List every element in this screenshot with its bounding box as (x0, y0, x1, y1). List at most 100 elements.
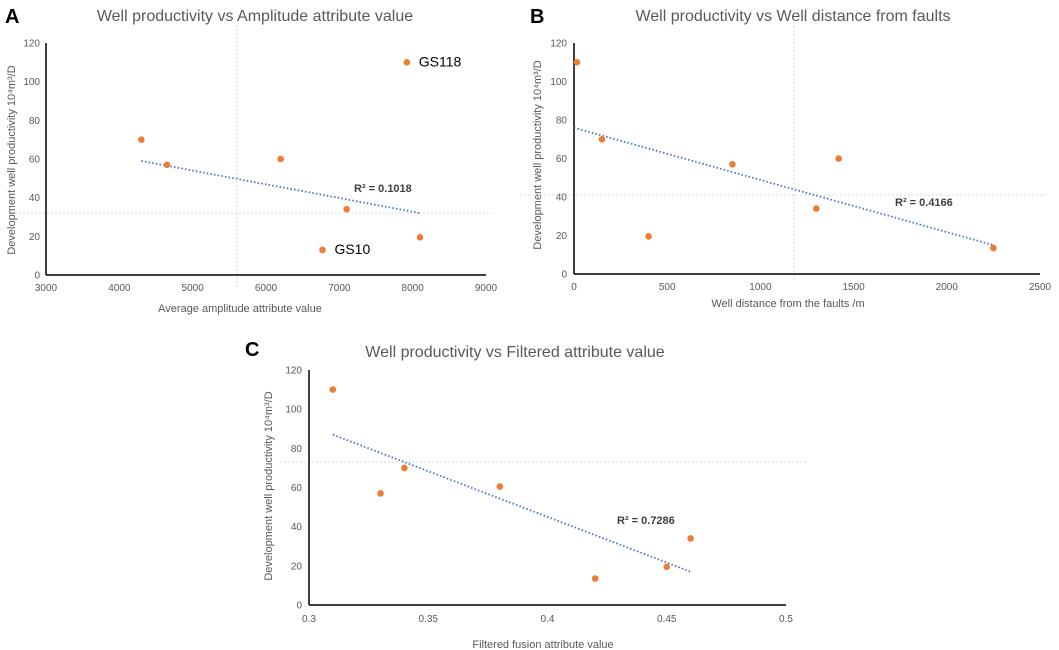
y-tick-label: 20 (291, 561, 303, 572)
data-point (343, 205, 350, 213)
data-point (416, 234, 424, 241)
y-ticks-c: 0 20 40 60 80 100 120 (285, 366, 302, 612)
x-tick-label: 2500 (1029, 282, 1052, 293)
y-tick-label: 100 (285, 405, 302, 416)
data-point (138, 136, 145, 143)
data-point (591, 575, 599, 582)
axes-c (308, 370, 786, 606)
x-tick-label: 0 (571, 282, 577, 293)
y-ticks-a: 0 20 40 60 80 100 120 (23, 39, 40, 282)
x-axis-title-c: Filtered fusion attribute value (472, 639, 613, 650)
r2-label-c: R² = 0.7286 (617, 515, 675, 527)
y-axis-title-c: Development well productivity 10⁴m³/D (263, 391, 275, 580)
trendline-b (573, 126, 994, 246)
data-point (496, 483, 504, 490)
chart-title-c: Well productivity vs Filtered attribute … (365, 344, 664, 361)
trendline-a (141, 160, 421, 215)
x-tick-label: 1500 (842, 282, 865, 293)
x-tick-label: 0.35 (419, 614, 439, 625)
data-point (663, 563, 671, 571)
y-tick-label: 40 (556, 193, 568, 204)
trendline-c (332, 433, 691, 573)
x-ticks-a: 3000 4000 5000 6000 7000 8000 9000 (35, 283, 498, 294)
trendline-c (332, 433, 691, 573)
y-tick-label: 120 (285, 366, 302, 377)
y-tick-label: 100 (550, 77, 567, 88)
points-b (573, 58, 997, 252)
y-tick-label: 100 (23, 77, 40, 88)
y-ticks-b: 0 20 40 60 80 100 120 (550, 39, 567, 281)
x-tick-label: 6000 (255, 283, 278, 294)
panel-letter-a: A (5, 6, 19, 28)
y-tick-label: 120 (550, 39, 567, 50)
chart-title-b: Well productivity vs Well distance from … (635, 8, 950, 25)
x-ticks-c: 0.3 0.35 0.4 0.45 0.5 (302, 614, 793, 625)
x-tick-label: 0.5 (779, 614, 793, 625)
x-ticks-b: 0 500 1000 1500 2000 2500 (571, 282, 1051, 293)
y-tick-label: 120 (23, 39, 40, 50)
x-tick-label: 500 (659, 282, 676, 293)
trendline-b (573, 126, 994, 246)
data-point (319, 246, 326, 254)
x-axis-title-a: Average amplitude attribute value (158, 303, 322, 315)
x-tick-label: 9000 (475, 283, 498, 294)
panel-c: C Well productivity vs Filtered attribut… (245, 339, 806, 650)
y-axis-title-a: Development well productivity 10⁴m³/D (6, 65, 18, 254)
data-point (329, 386, 337, 393)
panel-letter-c: C (245, 339, 259, 361)
x-tick-label: 0.4 (541, 614, 555, 625)
x-tick-label: 5000 (182, 283, 205, 294)
y-tick-label: 60 (291, 483, 303, 494)
trendline-a (141, 160, 421, 215)
point-label-gs118: GS118 (419, 53, 462, 69)
y-tick-label: 0 (296, 601, 302, 612)
data-point (163, 161, 171, 169)
panel-b: B Well productivity vs Well distance fro… (520, 6, 1052, 310)
y-tick-label: 60 (556, 154, 568, 165)
y-tick-label: 60 (29, 155, 41, 166)
x-tick-label: 4000 (108, 283, 131, 294)
x-tick-label: 3000 (35, 283, 58, 294)
y-tick-label: 80 (556, 116, 568, 127)
data-point (729, 160, 736, 168)
r2-label-a: R² = 0.1018 (354, 183, 412, 195)
panel-a: A Well productivity vs Amplitude attribu… (5, 6, 498, 315)
y-tick-label: 0 (561, 270, 567, 281)
panel-letter-b: B (530, 6, 544, 28)
y-axis-title-b: Development well productivity 10⁴m³/D (532, 60, 544, 249)
x-tick-label: 1000 (749, 282, 772, 293)
axes-a (45, 43, 486, 276)
data-point (835, 155, 842, 162)
points-a (138, 59, 424, 254)
y-tick-label: 20 (29, 232, 41, 243)
y-tick-label: 40 (291, 522, 303, 533)
data-point (645, 233, 652, 240)
data-point (990, 244, 997, 252)
point-label-gs10: GS10 (334, 241, 370, 257)
x-tick-label: 2000 (936, 282, 959, 293)
data-point (403, 59, 411, 66)
x-tick-label: 0.45 (657, 614, 677, 625)
y-tick-label: 80 (29, 116, 41, 127)
data-point (598, 135, 606, 143)
y-tick-label: 80 (291, 444, 303, 455)
data-point (573, 58, 581, 66)
data-point (813, 205, 820, 212)
axes-b (573, 43, 1040, 275)
y-tick-label: 40 (29, 193, 41, 204)
r2-label-b: R² = 0.4166 (895, 197, 953, 209)
y-tick-label: 20 (556, 231, 568, 242)
data-point (277, 155, 284, 163)
points-c (329, 386, 694, 582)
x-tick-label: 8000 (402, 283, 425, 294)
crosshair-b (520, 22, 1045, 282)
data-point (377, 490, 384, 497)
crosshair-a (15, 25, 492, 288)
x-axis-title-b: Well distance from the faults /m (711, 298, 864, 310)
data-point (401, 464, 408, 472)
y-tick-label: 0 (34, 271, 40, 282)
x-tick-label: 7000 (328, 283, 351, 294)
data-point (687, 535, 694, 542)
chart-title-a: Well productivity vs Amplitude attribute… (97, 8, 413, 25)
